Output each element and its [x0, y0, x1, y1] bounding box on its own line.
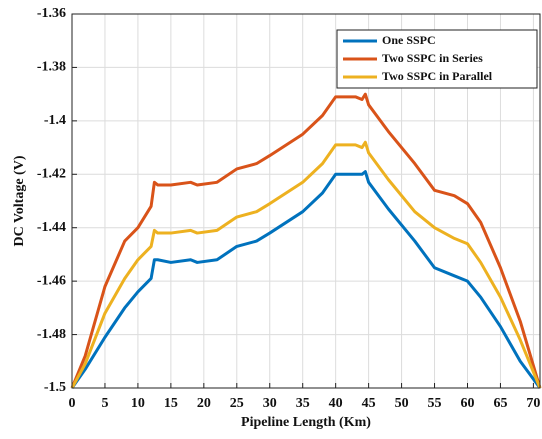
y-tick-label: -1.36	[37, 6, 66, 21]
x-tick-label: 15	[164, 396, 178, 411]
series-line	[70, 140, 542, 389]
x-axis-label: Pipeline Length (Km)	[241, 415, 371, 430]
x-tick-label: 40	[329, 396, 343, 411]
y-tick-label: -1.4	[44, 113, 66, 128]
x-tick-label: 20	[197, 396, 211, 411]
x-tick-label: 60	[460, 396, 474, 411]
legend: One SSPC Two SSPC in Series Two SSPC in Pa…	[336, 29, 538, 89]
x-tick-label: 50	[395, 396, 409, 411]
x-tick-label: 5	[101, 396, 108, 411]
y-tick-label: -1.48	[37, 327, 66, 342]
y-tick-label: -1.44	[37, 220, 66, 235]
x-tick-label: 55	[428, 396, 442, 411]
x-tick-label: 45	[362, 396, 376, 411]
y-tick-label: -1.38	[37, 60, 66, 75]
y-tick-label: -1.42	[37, 167, 66, 182]
series-line	[70, 92, 542, 389]
x-tick-label: 30	[263, 396, 277, 411]
legend-label: One SSPC	[382, 33, 436, 47]
legend-label: Two SSPC in Series	[382, 51, 483, 65]
x-tick-label: 35	[296, 396, 310, 411]
x-tick-label: 10	[131, 396, 145, 411]
y-axis-label: DC Voltage (V)	[12, 155, 27, 246]
x-tick-label: 25	[230, 396, 244, 411]
plot-frame	[71, 13, 541, 389]
series-line	[70, 170, 542, 389]
y-tick-label: -1.5	[44, 380, 66, 395]
x-tick-label: 65	[493, 396, 507, 411]
y-tick-label: -1.46	[37, 273, 66, 288]
x-tick-label: 70	[526, 396, 540, 411]
legend-label: Two SSPC in Parallel	[382, 69, 493, 83]
x-tick-label: 0	[69, 396, 76, 411]
